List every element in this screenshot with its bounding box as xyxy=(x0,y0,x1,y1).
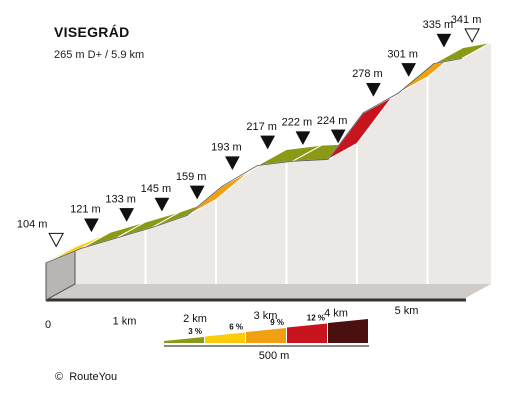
scale-label: 500 m xyxy=(259,350,290,362)
elevation-label-6: 217 m xyxy=(246,121,277,133)
legend-swatch-1 xyxy=(205,332,245,343)
profile-front-edge xyxy=(45,58,463,264)
elevation-marker-5 xyxy=(224,156,240,171)
legend-label-1: 6 % xyxy=(229,323,243,332)
elevation-label-1: 121 m xyxy=(70,204,101,216)
km-tick-label-3: 3 km xyxy=(254,310,278,322)
elevation-marker-11 xyxy=(436,33,452,48)
credit-label: RouteYou xyxy=(69,371,118,383)
elevation-label-2: 133 m xyxy=(105,193,136,205)
elevation-label-10: 301 m xyxy=(387,48,418,60)
elevation-label-8: 224 m xyxy=(317,115,348,127)
km-tick-label-1: 1 km xyxy=(113,315,137,327)
km-tick-label-0: 0 xyxy=(45,319,51,331)
km-tick-label-2: 2 km xyxy=(183,313,207,325)
elevation-marker-3 xyxy=(154,197,170,212)
elevation-label-9: 278 m xyxy=(352,68,383,80)
base-slab xyxy=(46,284,491,300)
km-tick-label-4: 4 km xyxy=(324,308,348,320)
elevation-marker-8 xyxy=(330,129,346,144)
copyright-symbol: © xyxy=(55,371,64,383)
km-tick-label-5: 5 km xyxy=(395,305,419,317)
elevation-label-4: 159 m xyxy=(176,171,207,183)
chart-title: VISEGRÁD xyxy=(54,24,130,40)
legend-swatch-3 xyxy=(287,323,327,343)
elevation-marker-1 xyxy=(83,218,99,233)
elevation-marker-2 xyxy=(119,208,135,222)
chart-subtitle: 265 m D+ / 5.9 km xyxy=(54,49,145,61)
elevation-marker-9 xyxy=(365,82,381,97)
elevation-label-5: 193 m xyxy=(211,142,242,154)
legend-label-2: 9 % xyxy=(270,318,284,327)
elevation-marker-7 xyxy=(295,131,311,146)
elevation-marker-0 xyxy=(48,232,64,248)
credit: © RouteYou xyxy=(55,371,117,383)
elevation-marker-6 xyxy=(260,135,276,150)
legend-swatch-4 xyxy=(328,319,368,343)
elevation-marker-12 xyxy=(464,28,480,43)
elevation-marker-10 xyxy=(401,63,417,77)
elevation-marker-4 xyxy=(189,185,205,200)
legend-swatch-2 xyxy=(246,328,286,343)
legend-swatch-0 xyxy=(164,337,204,343)
legend-label-3: 12 % xyxy=(307,314,325,323)
profile-back-wall xyxy=(75,42,491,285)
elevation-label-0: 104 m xyxy=(17,218,48,230)
elevation-label-11: 335 m xyxy=(423,19,454,31)
elevation-label-3: 145 m xyxy=(141,183,172,195)
legend-label-0: 3 % xyxy=(188,327,202,336)
elevation-label-12: 341 m xyxy=(451,14,482,26)
elevation-label-7: 222 m xyxy=(282,117,313,129)
